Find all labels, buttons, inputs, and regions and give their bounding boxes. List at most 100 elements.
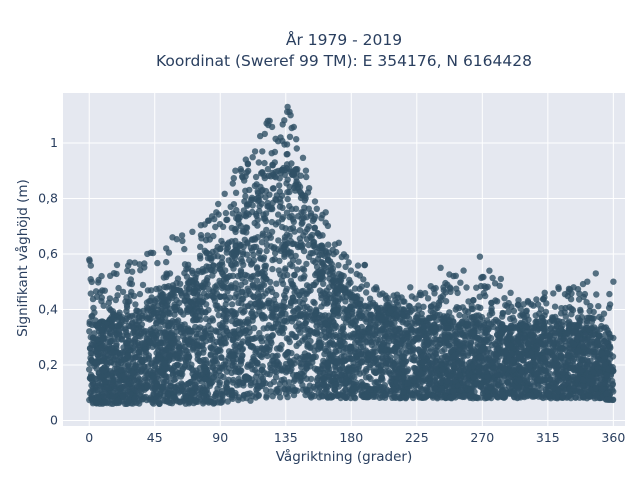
data-point — [237, 367, 244, 374]
data-point — [244, 285, 251, 292]
data-point — [232, 368, 239, 375]
data-point — [162, 329, 169, 337]
data-point — [247, 244, 255, 251]
data-point — [322, 320, 329, 328]
data-point — [313, 377, 321, 384]
data-point — [208, 266, 215, 274]
data-point — [288, 212, 295, 220]
data-point — [92, 360, 99, 367]
data-point — [477, 336, 484, 343]
data-point — [300, 275, 307, 282]
data-point — [385, 368, 392, 375]
data-point — [157, 390, 164, 397]
data-point — [150, 390, 157, 397]
data-point — [201, 397, 209, 404]
data-point — [433, 336, 440, 343]
data-point — [228, 301, 236, 308]
data-point — [431, 385, 438, 392]
data-point — [277, 394, 284, 401]
data-point — [218, 268, 225, 276]
data-point — [559, 393, 566, 400]
data-point — [515, 388, 522, 395]
data-point — [461, 392, 468, 400]
data-point — [324, 359, 331, 367]
data-point — [281, 243, 288, 251]
data-point — [283, 285, 290, 292]
data-point — [171, 385, 178, 392]
data-point — [197, 384, 204, 392]
data-point — [409, 391, 416, 399]
data-point — [173, 296, 180, 304]
data-point — [93, 400, 100, 407]
data-point — [266, 371, 273, 378]
data-point — [234, 272, 242, 280]
data-point — [278, 365, 286, 373]
data-point — [220, 305, 227, 312]
data-point — [399, 336, 407, 344]
data-point — [418, 377, 426, 384]
data-point — [299, 242, 306, 249]
data-point — [86, 366, 93, 373]
data-point — [103, 384, 110, 391]
data-point — [220, 283, 227, 290]
data-point — [194, 352, 201, 359]
data-point — [224, 398, 231, 405]
data-point — [219, 325, 226, 332]
data-point — [202, 330, 209, 337]
data-point — [250, 293, 257, 300]
data-point — [193, 378, 201, 386]
data-point — [263, 247, 270, 255]
data-point — [241, 236, 248, 243]
data-point — [460, 353, 468, 360]
data-point — [157, 369, 164, 376]
data-point — [268, 204, 275, 211]
data-point — [243, 373, 250, 380]
data-point — [205, 306, 212, 314]
data-point — [127, 380, 135, 387]
data-point — [278, 192, 286, 199]
data-point — [162, 307, 169, 314]
data-point — [263, 226, 270, 234]
data-point — [322, 334, 329, 341]
data-point — [410, 344, 417, 352]
data-point — [329, 332, 337, 340]
data-point — [299, 300, 306, 307]
data-point — [363, 349, 370, 356]
data-point — [419, 359, 427, 366]
data-point — [344, 355, 352, 363]
data-point — [458, 386, 465, 394]
data-point — [101, 378, 109, 385]
data-point — [267, 278, 274, 286]
data-point — [185, 380, 192, 387]
data-point — [253, 277, 261, 284]
data-point — [524, 353, 531, 360]
data-point — [291, 298, 299, 305]
data-point — [232, 280, 239, 287]
data-point — [514, 339, 522, 346]
data-point — [256, 383, 264, 390]
data-point — [413, 366, 420, 373]
data-point — [222, 316, 230, 323]
data-point — [461, 361, 468, 368]
data-point — [317, 366, 324, 373]
data-point — [251, 235, 258, 242]
data-point — [597, 376, 605, 383]
data-point — [316, 336, 323, 344]
data-point — [290, 218, 297, 225]
data-point — [300, 266, 308, 273]
data-point — [268, 305, 276, 312]
data-point — [132, 363, 139, 370]
data-point — [100, 393, 108, 400]
data-point — [398, 383, 405, 390]
data-point — [281, 249, 289, 256]
data-point — [429, 359, 436, 366]
data-point — [383, 321, 391, 328]
data-point — [367, 315, 374, 322]
data-point — [542, 354, 549, 361]
data-point — [294, 387, 301, 394]
data-point — [208, 315, 216, 322]
data-point — [329, 313, 336, 320]
data-point — [606, 355, 614, 363]
data-point — [219, 261, 226, 269]
data-point — [286, 202, 293, 210]
